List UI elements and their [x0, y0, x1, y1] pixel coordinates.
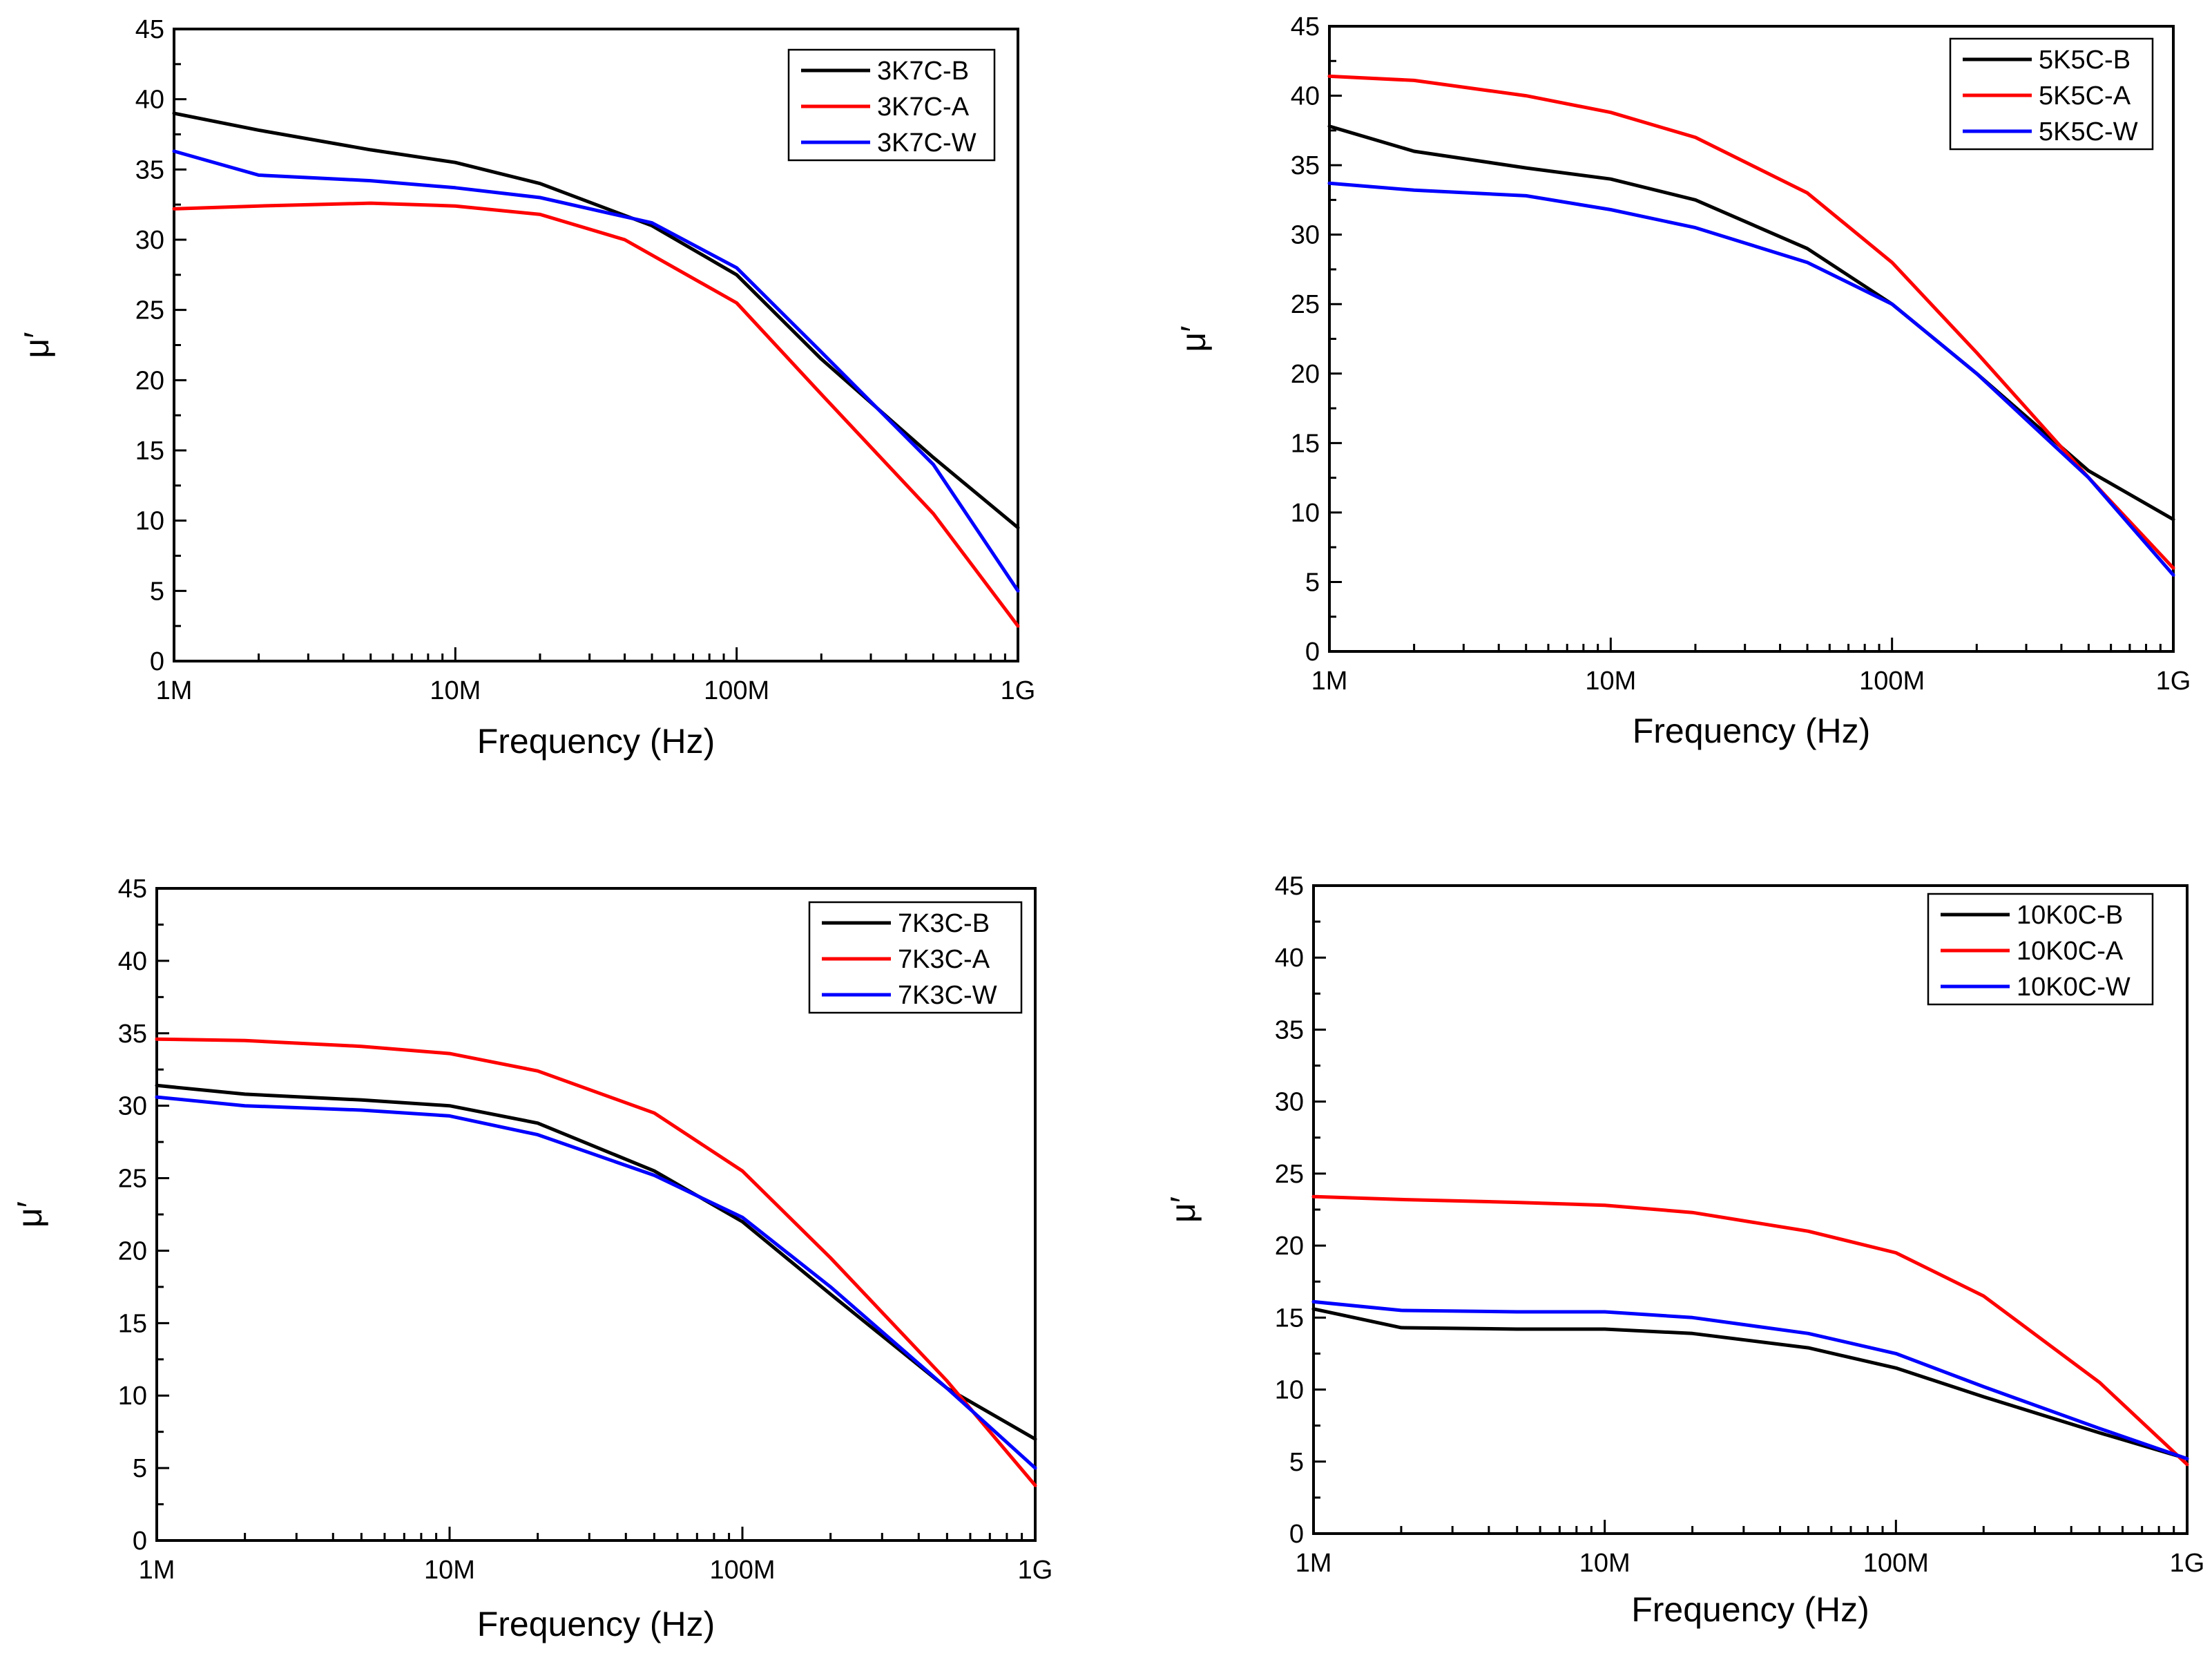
series-line-3k7c-b [172, 111, 1020, 530]
series-line-10k0c-a [1311, 1194, 2189, 1467]
y-tick-label: 25 [1275, 1160, 1304, 1189]
y-tick-label: 45 [1275, 872, 1304, 901]
y-tick-label: 25 [135, 296, 164, 325]
y-tick-label: 15 [118, 1309, 147, 1338]
y-tick-label: 40 [1291, 82, 1320, 111]
x-tick-label: 1G [1018, 1556, 1053, 1585]
y-tick-label: 20 [1275, 1232, 1304, 1261]
y-tick-label: 10 [1291, 499, 1320, 528]
y-tick-label: 20 [1291, 360, 1320, 389]
y-tick-label: 20 [118, 1237, 147, 1266]
chart-panel-10k0c: 0 5 10 15 20 25 30 35 40 45 1M 10M 100M 1G Frequency (… [1164, 872, 2204, 1629]
legend-label: 5K5C-W [2039, 117, 2138, 146]
chart-panel-7k3c: 0 5 10 15 20 25 30 35 40 45 1M 10M 100M 1G Frequency (… [10, 875, 1052, 1643]
x-tick-label: 100M [704, 676, 769, 705]
y-tick-label: 35 [118, 1020, 147, 1049]
y-axis-title: μ′ [1174, 325, 1213, 352]
y-tick-label: 45 [1291, 12, 1320, 41]
y-tick-label: 0 [1289, 1520, 1304, 1549]
y-tick-label: 30 [1275, 1088, 1304, 1117]
x-tick-label: 10M [430, 676, 481, 705]
y-tick-label: 35 [1275, 1015, 1304, 1044]
chart-panel-3k7c: 0 5 10 15 20 25 30 35 40 45 1M 10M 100M 1G Frequency (… [17, 15, 1035, 761]
y-tick-label: 40 [1275, 944, 1304, 973]
y-tick-label: 0 [1305, 638, 1320, 667]
y-tick-label: 15 [1291, 429, 1320, 458]
y-tick-label: 20 [135, 366, 164, 395]
x-axis-title: Frequency (Hz) [477, 1605, 715, 1643]
y-tick-label: 45 [118, 875, 147, 904]
legend-label: 10K0C-W [2017, 973, 2131, 1002]
legend-label: 3K7C-W [877, 128, 977, 158]
y-tick-label: 30 [118, 1092, 147, 1121]
y-tick-label: 10 [1275, 1376, 1304, 1405]
y-tick-label: 40 [135, 86, 164, 115]
legend-label: 7K3C-B [898, 909, 990, 938]
legend-label: 5K5C-A [2039, 82, 2131, 111]
series-line-7k3c-b [155, 1083, 1037, 1441]
x-axis-title: Frequency (Hz) [477, 722, 715, 761]
series-line-5k5c-a [1327, 74, 2175, 570]
y-tick-label: 10 [118, 1382, 147, 1411]
x-axis-title: Frequency (Hz) [1633, 712, 1871, 750]
series-line-7k3c-w [155, 1095, 1037, 1470]
y-tick-label: 35 [135, 155, 164, 184]
series-line-5k5c-w [1327, 181, 2175, 577]
x-tick-label: 1G [1001, 676, 1036, 705]
y-tick-label: 5 [1305, 568, 1320, 597]
chart-panel-5k5c: 0 5 10 15 20 25 30 35 40 45 1M 10M 100M 1G Frequency (… [1174, 12, 2191, 750]
x-tick-label: 10M [424, 1556, 475, 1585]
series-line-3k7c-a [172, 201, 1020, 628]
series-line-10k0c-b [1311, 1307, 2189, 1461]
y-tick-label: 5 [1289, 1448, 1304, 1477]
legend-label: 7K3C-A [898, 945, 990, 974]
x-tick-label: 1M [1311, 667, 1348, 696]
y-tick-label: 0 [150, 647, 164, 676]
y-axis-title: μ′ [17, 332, 56, 358]
legend-label: 7K3C-W [898, 981, 997, 1010]
x-tick-label: 1M [139, 1556, 175, 1585]
series-line-5k5c-b [1327, 124, 2175, 522]
y-tick-label: 35 [1291, 151, 1320, 180]
y-tick-label: 5 [133, 1454, 147, 1483]
y-axis-title: μ′ [10, 1201, 49, 1228]
x-tick-label: 100M [1863, 1549, 1929, 1578]
legend-label: 3K7C-B [877, 57, 969, 86]
y-tick-label: 25 [118, 1165, 147, 1194]
y-tick-label: 45 [135, 15, 164, 44]
series-line-3k7c-w [172, 149, 1020, 593]
y-tick-label: 5 [150, 577, 164, 606]
x-tick-label: 1G [2156, 667, 2191, 696]
y-axis-title: μ′ [1164, 1196, 1202, 1223]
legend-label: 5K5C-B [2039, 46, 2131, 75]
x-tick-label: 1M [1296, 1549, 1332, 1578]
y-tick-label: 0 [133, 1527, 147, 1556]
series-line-7k3c-a [155, 1037, 1037, 1487]
x-tick-label: 100M [1859, 667, 1925, 696]
x-tick-label: 1G [2170, 1549, 2205, 1578]
y-tick-label: 15 [135, 437, 164, 466]
x-axis-title: Frequency (Hz) [1631, 1590, 1869, 1629]
y-tick-label: 25 [1291, 290, 1320, 319]
x-tick-label: 10M [1585, 667, 1636, 696]
y-tick-label: 40 [118, 947, 147, 976]
legend-label: 3K7C-A [877, 93, 970, 122]
series-line-10k0c-w [1311, 1299, 2189, 1461]
legend-label: 10K0C-A [2017, 937, 2124, 966]
legend-label: 10K0C-B [2017, 901, 2123, 930]
y-tick-label: 10 [135, 507, 164, 536]
x-tick-label: 1M [156, 676, 193, 705]
x-tick-label: 100M [709, 1556, 775, 1585]
y-tick-label: 15 [1275, 1304, 1304, 1333]
x-tick-label: 10M [1579, 1549, 1631, 1578]
y-tick-label: 30 [1291, 221, 1320, 250]
y-tick-label: 30 [135, 226, 164, 255]
